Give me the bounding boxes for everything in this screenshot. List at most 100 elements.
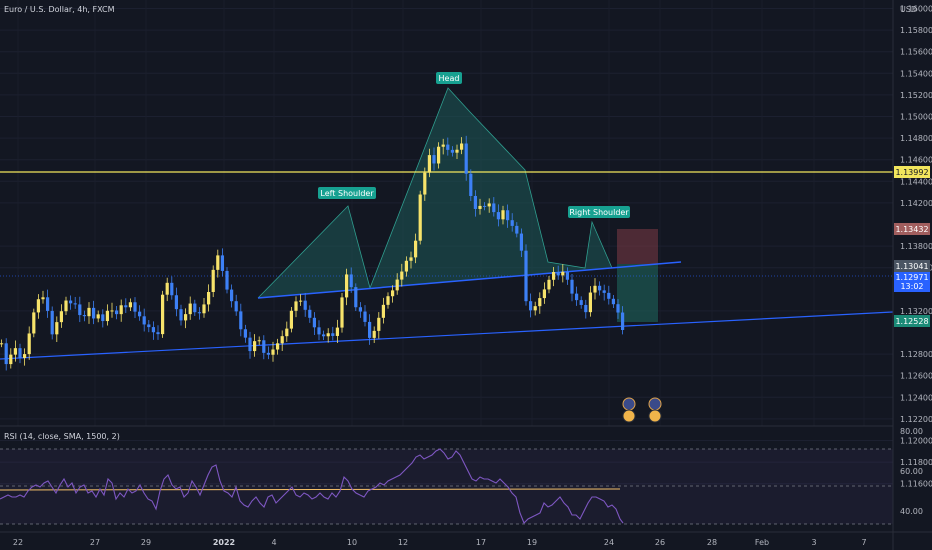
neckline[interactable] <box>257 261 682 299</box>
price-tick-label: 1.15800 <box>900 26 932 35</box>
price-tick-label: 1.13800 <box>900 242 932 251</box>
candle-body <box>515 225 519 234</box>
candle-body <box>473 195 477 209</box>
candle-body <box>96 314 100 319</box>
candle-body <box>542 289 546 299</box>
price-tick-label: 1.14400 <box>900 177 932 186</box>
candle-body <box>501 210 505 220</box>
candle-body <box>418 194 422 241</box>
candle-body <box>538 298 542 307</box>
candle-body <box>276 343 280 350</box>
head-label[interactable]: Head <box>436 72 462 84</box>
candle-body <box>469 173 473 196</box>
candle-body <box>207 292 211 305</box>
price-tick-label: 1.14800 <box>900 134 932 143</box>
candle-body <box>363 311 367 322</box>
price-tick-label: 1.15000 <box>900 113 932 122</box>
candle-body <box>533 306 537 311</box>
date-tick-label: 29 <box>141 538 151 547</box>
entry-tag: 1.13041 <box>894 260 930 272</box>
rsi-band <box>0 449 893 524</box>
candle-body <box>579 300 583 305</box>
candle-body <box>556 272 560 276</box>
candle-body <box>124 305 128 308</box>
price-tick-label: 1.12200 <box>900 415 932 424</box>
candle-body <box>220 255 224 271</box>
price-axis[interactable]: 1.16000 1.15800 1.15600 1.15400 1.15200 1.150… <box>900 5 932 489</box>
candle-body <box>575 293 579 301</box>
date-tick-label: 24 <box>604 538 614 547</box>
candle-body <box>243 329 247 338</box>
date-tick-label: 22 <box>13 538 23 547</box>
candle-body <box>133 302 137 312</box>
candle-body <box>115 310 119 315</box>
candle-body <box>262 340 266 353</box>
candle-body <box>165 282 169 295</box>
price-tick-label: 1.11600 <box>900 480 932 489</box>
left-shoulder-label-text: Left Shoulder <box>320 189 374 198</box>
rsi-sma-line <box>0 488 621 491</box>
candle-body <box>506 210 510 221</box>
candle-body <box>584 304 588 313</box>
candle-body <box>570 279 574 294</box>
price-tick-label: 1.11800 <box>900 458 932 467</box>
candle-body <box>377 317 381 331</box>
price-tick-label: 1.12400 <box>900 393 932 402</box>
candle-body <box>496 212 500 220</box>
price-tick-label: 1.14600 <box>900 156 932 165</box>
date-tick-label: Feb <box>755 538 769 547</box>
head-label-text: Head <box>439 74 460 83</box>
date-tick-label: 27 <box>90 538 100 547</box>
candle-body <box>138 311 142 317</box>
event-icons[interactable] <box>622 397 662 423</box>
event-icon[interactable] <box>622 409 636 423</box>
time-axis[interactable]: 22 27 29 2022 4 10 12 17 19 24 26 28 Feb 3 7 <box>13 538 867 547</box>
symbol-title[interactable]: Euro / U.S. Dollar, 4h, FXCM <box>4 5 115 14</box>
rsi-title[interactable]: RSI (14, close, SMA, 1500, 2) <box>4 432 120 441</box>
rsi-tick-label: 40.00 <box>900 507 923 516</box>
stop-loss-zone <box>617 229 658 264</box>
date-tick-label: 7 <box>861 538 866 547</box>
event-icon[interactable] <box>648 409 662 423</box>
candle-body <box>174 295 178 310</box>
countdown-text: 13:02 <box>900 282 923 291</box>
date-tick-label: 10 <box>347 538 357 547</box>
candle-body <box>234 301 238 312</box>
candle-body <box>552 272 556 280</box>
event-icon[interactable] <box>622 397 636 411</box>
candle-body <box>161 294 165 335</box>
candle-body <box>197 312 201 314</box>
left-shoulder-label[interactable]: Left Shoulder <box>318 187 376 199</box>
candle-body <box>349 274 353 288</box>
target-tag: 1.12528 <box>894 315 930 327</box>
rsi-line <box>0 448 624 524</box>
candle-body <box>59 311 63 323</box>
candle-body <box>529 301 533 311</box>
candle-body <box>69 300 73 304</box>
right-shoulder-label[interactable]: Right Shoulder <box>568 206 630 218</box>
candle-body <box>294 301 298 311</box>
event-icon[interactable] <box>648 397 662 411</box>
resistance-tag-text: 1.13992 <box>895 168 928 177</box>
candle-body <box>202 304 206 314</box>
candle-body <box>41 297 45 300</box>
candle-body <box>0 343 4 345</box>
candle-body <box>92 307 96 319</box>
candle-body <box>460 143 464 150</box>
candle-body <box>32 312 36 334</box>
candle-body <box>55 322 59 335</box>
date-tick-label: 3 <box>811 538 816 547</box>
candle-body <box>621 312 625 330</box>
candle-body <box>303 300 307 310</box>
candle-body <box>381 304 385 318</box>
price-tick-label: 1.15400 <box>900 69 932 78</box>
candle-body <box>230 289 234 302</box>
candle-body <box>423 172 427 195</box>
candle-body <box>211 269 215 292</box>
long-trendline[interactable] <box>0 311 894 360</box>
date-tick-label: 26 <box>655 538 665 547</box>
date-tick-label: 17 <box>476 538 486 547</box>
candle-body <box>151 327 155 333</box>
candle-body <box>23 354 27 358</box>
